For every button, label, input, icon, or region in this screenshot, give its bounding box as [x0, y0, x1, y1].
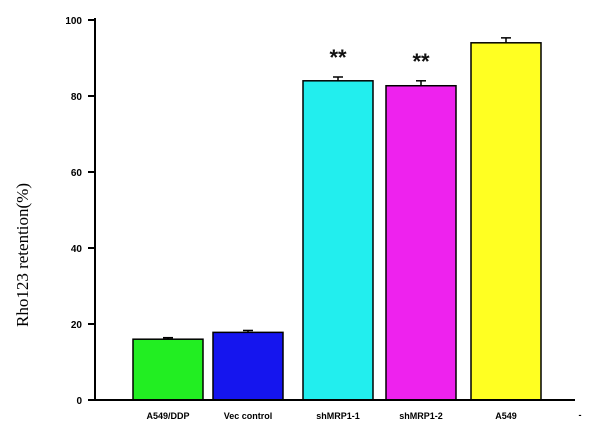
y-tick-label: 40 [71, 244, 83, 255]
bar [302, 80, 374, 401]
bar [212, 331, 284, 401]
x-tick-label: shMRP1-2 [399, 411, 443, 421]
x-tick-label: A549/DDP [146, 411, 189, 421]
significance-label: ** [329, 45, 347, 70]
x-tick-label: shMRP1-1 [316, 411, 360, 421]
bar [385, 84, 457, 401]
x-tick-label: Vec control [224, 411, 273, 421]
y-tick-label: 20 [71, 320, 83, 331]
y-axis-label: Rho123 retention(%) [13, 183, 32, 327]
bar [132, 338, 204, 401]
bar [470, 42, 542, 401]
y-tick-label: 100 [65, 16, 82, 27]
x-tick-label: - [579, 410, 582, 420]
plot-area: A549/DDP Vec control ** shMRP1-1 ** shMRP1-2 A… [65, 16, 581, 421]
significance-label: ** [412, 49, 430, 74]
y-tick-label: 0 [76, 396, 82, 407]
y-tick-label: 60 [71, 168, 83, 179]
x-tick-label: A549 [495, 411, 517, 421]
y-tick-label: 80 [71, 92, 83, 103]
